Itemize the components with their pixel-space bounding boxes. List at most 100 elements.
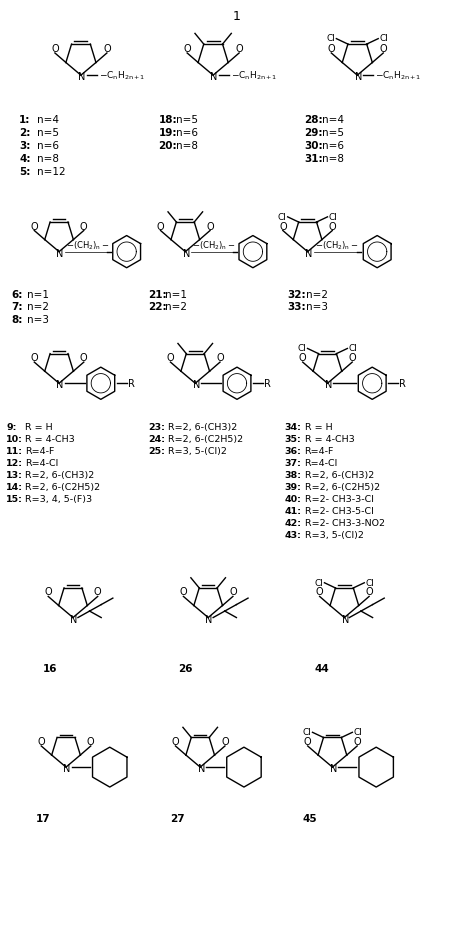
- Text: 34:: 34:: [285, 423, 301, 431]
- Text: 32:: 32:: [288, 289, 306, 300]
- Text: N: N: [305, 248, 312, 258]
- Text: N: N: [342, 614, 349, 624]
- Text: R=2, 6-(CH3)2: R=2, 6-(CH3)2: [168, 423, 237, 431]
- Text: R=2- CH3-5-Cl: R=2- CH3-5-Cl: [305, 506, 374, 516]
- Text: n=1: n=1: [27, 289, 49, 300]
- Text: O: O: [30, 353, 38, 363]
- Text: n=4: n=4: [322, 115, 345, 124]
- Text: 11:: 11:: [6, 446, 23, 456]
- Text: 28:: 28:: [305, 115, 323, 124]
- Text: 14:: 14:: [6, 482, 23, 491]
- Text: R = 4-CH3: R = 4-CH3: [305, 434, 355, 444]
- Text: 42:: 42:: [285, 519, 302, 527]
- Text: n=4: n=4: [37, 115, 59, 124]
- Text: R=4-Cl: R=4-Cl: [305, 459, 338, 467]
- Text: 5:: 5:: [19, 167, 31, 177]
- Text: N: N: [70, 614, 78, 624]
- Text: n=2: n=2: [27, 302, 49, 313]
- Text: N: N: [355, 72, 362, 82]
- Text: 33:: 33:: [288, 302, 306, 313]
- Text: 30:: 30:: [305, 140, 323, 151]
- Text: N: N: [330, 763, 337, 773]
- Text: R: R: [264, 379, 271, 388]
- Text: 13:: 13:: [6, 471, 23, 479]
- Text: N: N: [64, 763, 71, 773]
- Text: 18:: 18:: [158, 115, 177, 124]
- Text: O: O: [221, 737, 229, 746]
- Text: R=2, 6-(CH3)2: R=2, 6-(CH3)2: [305, 471, 374, 479]
- Text: O: O: [94, 587, 101, 597]
- Text: $\mathregular{-C_nH_{2n+1}}$: $\mathregular{-C_nH_{2n+1}}$: [375, 70, 421, 82]
- Text: O: O: [216, 353, 224, 363]
- Text: Cl: Cl: [326, 35, 335, 43]
- Text: 41:: 41:: [285, 506, 302, 516]
- Text: O: O: [183, 44, 191, 54]
- Text: n=5: n=5: [322, 128, 345, 138]
- Text: 45: 45: [302, 813, 317, 823]
- Text: 2:: 2:: [19, 128, 31, 138]
- Text: 8:: 8:: [11, 315, 23, 325]
- Text: R=3, 5-(Cl)2: R=3, 5-(Cl)2: [168, 446, 227, 456]
- Text: 25:: 25:: [148, 446, 165, 456]
- Text: 27: 27: [170, 813, 185, 823]
- Text: 35:: 35:: [285, 434, 301, 444]
- Text: N: N: [198, 763, 205, 773]
- Text: 10:: 10:: [6, 434, 23, 444]
- Text: O: O: [51, 44, 59, 54]
- Text: 40:: 40:: [285, 494, 301, 504]
- Text: n=1: n=1: [165, 289, 187, 300]
- Text: R = 4-CH3: R = 4-CH3: [25, 434, 75, 444]
- Text: 20:: 20:: [158, 140, 177, 151]
- Text: 29:: 29:: [305, 128, 323, 138]
- Text: 24:: 24:: [148, 434, 165, 444]
- Text: O: O: [299, 353, 307, 363]
- Text: 36:: 36:: [285, 446, 301, 456]
- Text: 38:: 38:: [285, 471, 302, 479]
- Text: O: O: [80, 221, 88, 231]
- Text: 23:: 23:: [148, 423, 165, 431]
- Text: n=3: n=3: [306, 302, 328, 313]
- Text: R=3, 4, 5-(F)3: R=3, 4, 5-(F)3: [25, 494, 92, 504]
- Text: $\mathregular{-C_nH_{2n+1}}$: $\mathregular{-C_nH_{2n+1}}$: [99, 70, 145, 82]
- Text: n=6: n=6: [322, 140, 345, 151]
- Text: 26: 26: [178, 664, 193, 674]
- Text: O: O: [304, 737, 311, 746]
- Text: N: N: [56, 380, 64, 389]
- Text: O: O: [206, 221, 214, 231]
- Text: Cl: Cl: [329, 212, 337, 222]
- Text: N: N: [182, 248, 190, 258]
- Text: Cl: Cl: [302, 727, 311, 737]
- Text: n=6: n=6: [176, 128, 198, 138]
- Text: O: O: [365, 587, 373, 597]
- Text: 9:: 9:: [6, 423, 17, 431]
- Text: R=3, 5-(Cl)2: R=3, 5-(Cl)2: [305, 531, 364, 539]
- Text: n=2: n=2: [165, 302, 187, 313]
- Text: O: O: [30, 221, 38, 231]
- Text: n=8: n=8: [322, 154, 345, 164]
- Text: 1:: 1:: [19, 115, 31, 124]
- Text: $\mathregular{-C_nH_{2n+1}}$: $\mathregular{-C_nH_{2n+1}}$: [231, 70, 277, 82]
- Text: O: O: [103, 44, 111, 54]
- Text: 43:: 43:: [285, 531, 301, 539]
- Text: Cl: Cl: [297, 344, 306, 353]
- Text: R=2, 6-(C2H5)2: R=2, 6-(C2H5)2: [25, 482, 100, 491]
- Text: Cl: Cl: [277, 212, 286, 222]
- Text: O: O: [180, 587, 187, 597]
- Text: O: O: [45, 587, 52, 597]
- Text: R = H: R = H: [305, 423, 332, 431]
- Text: O: O: [229, 587, 237, 597]
- Text: n=5: n=5: [176, 115, 198, 124]
- Text: 7:: 7:: [11, 302, 23, 313]
- Text: R=4-Cl: R=4-Cl: [25, 459, 58, 467]
- Text: 37:: 37:: [285, 459, 301, 467]
- Text: 3:: 3:: [19, 140, 31, 151]
- Text: n=12: n=12: [37, 167, 66, 177]
- Text: O: O: [167, 353, 174, 363]
- Text: O: O: [380, 44, 387, 54]
- Text: 21:: 21:: [148, 289, 167, 300]
- Text: R=2, 6-(C2H5)2: R=2, 6-(C2H5)2: [305, 482, 380, 491]
- Text: O: O: [87, 737, 95, 746]
- Text: O: O: [354, 737, 361, 746]
- Text: R=2, 6-(CH3)2: R=2, 6-(CH3)2: [25, 471, 94, 479]
- Text: R=2- CH3-3-NO2: R=2- CH3-3-NO2: [305, 519, 384, 527]
